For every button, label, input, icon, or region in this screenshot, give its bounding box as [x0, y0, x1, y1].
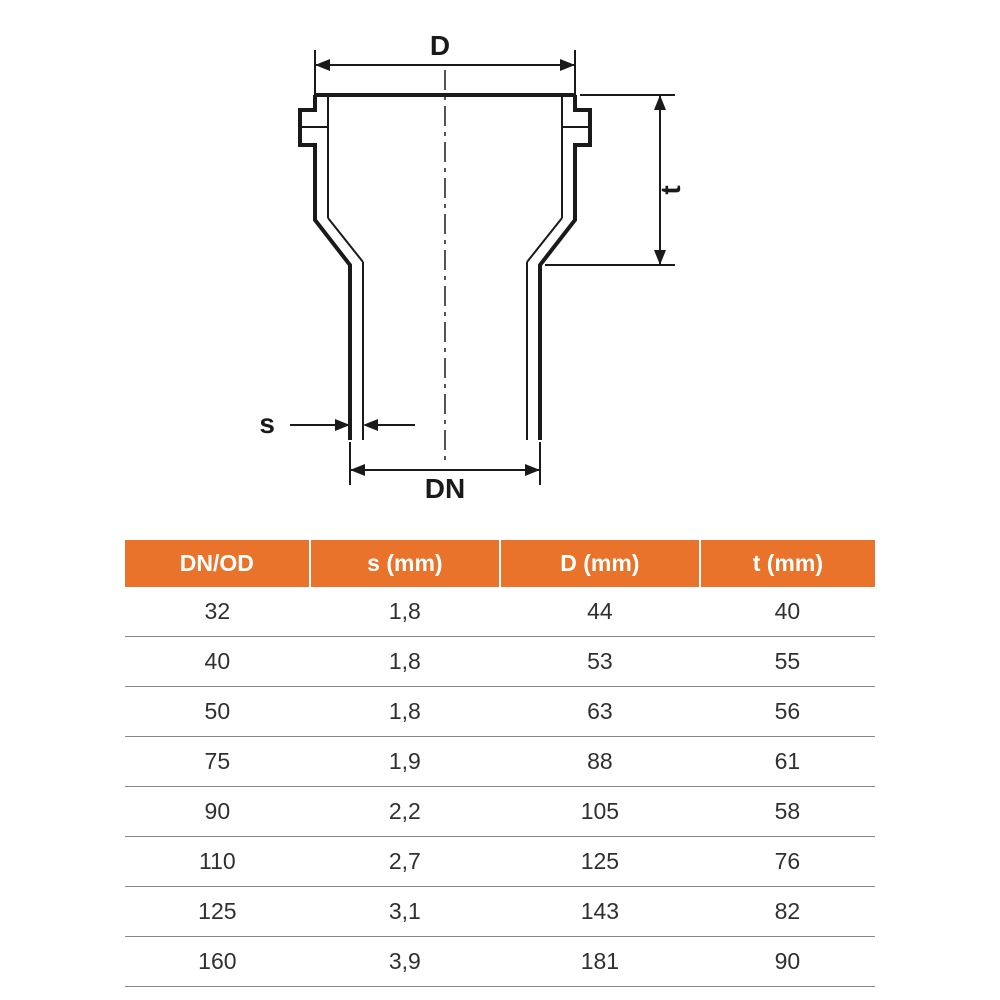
table-body: 321,84440401,85355501,86356751,98861902,…	[125, 587, 875, 987]
label-t: t	[655, 185, 686, 194]
table-cell: 55	[700, 637, 875, 687]
table-cell: 32	[125, 587, 310, 637]
table-cell: 110	[125, 837, 310, 887]
dimensions-table: DN/ODs (mm)D (mm)t (mm) 321,84440401,853…	[125, 540, 875, 987]
table-cell: 90	[700, 937, 875, 987]
table-row: 751,98861	[125, 737, 875, 787]
label-DN: DN	[425, 473, 465, 500]
table-header-cell: t (mm)	[700, 540, 875, 587]
table-cell: 2,7	[310, 837, 500, 887]
table-cell: 90	[125, 787, 310, 837]
table-cell: 76	[700, 837, 875, 887]
table-cell: 160	[125, 937, 310, 987]
table-cell: 3,1	[310, 887, 500, 937]
dimensions-table-container: DN/ODs (mm)D (mm)t (mm) 321,84440401,853…	[125, 540, 875, 987]
table-cell: 82	[700, 887, 875, 937]
table-row: 321,84440	[125, 587, 875, 637]
label-D: D	[430, 30, 450, 61]
table-cell: 56	[700, 687, 875, 737]
table-cell: 1,9	[310, 737, 500, 787]
table-cell: 61	[700, 737, 875, 787]
table-cell: 75	[125, 737, 310, 787]
dimension-t: t	[545, 95, 686, 265]
pipe-diagram-svg: D t s	[180, 30, 820, 500]
table-header-cell: DN/OD	[125, 540, 310, 587]
table-cell: 105	[500, 787, 700, 837]
table-header-row: DN/ODs (mm)D (mm)t (mm)	[125, 540, 875, 587]
table-cell: 2,2	[310, 787, 500, 837]
table-cell: 44	[500, 587, 700, 637]
table-cell: 63	[500, 687, 700, 737]
table-row: 401,85355	[125, 637, 875, 687]
table-row: 1603,918190	[125, 937, 875, 987]
table-cell: 143	[500, 887, 700, 937]
table-cell: 125	[125, 887, 310, 937]
dimension-DN: DN	[350, 442, 540, 500]
table-cell: 58	[700, 787, 875, 837]
table-cell: 3,9	[310, 937, 500, 987]
table-cell: 88	[500, 737, 700, 787]
table-header-cell: D (mm)	[500, 540, 700, 587]
table-row: 501,86356	[125, 687, 875, 737]
table-cell: 40	[700, 587, 875, 637]
table-row: 902,210558	[125, 787, 875, 837]
table-cell: 1,8	[310, 637, 500, 687]
dimension-s: s	[259, 408, 415, 439]
table-header-cell: s (mm)	[310, 540, 500, 587]
table-cell: 40	[125, 637, 310, 687]
table-cell: 1,8	[310, 587, 500, 637]
table-cell: 53	[500, 637, 700, 687]
table-cell: 1,8	[310, 687, 500, 737]
technical-diagram: D t s	[180, 30, 820, 500]
table-cell: 125	[500, 837, 700, 887]
label-s: s	[259, 408, 275, 439]
table-cell: 181	[500, 937, 700, 987]
table-cell: 50	[125, 687, 310, 737]
table-row: 1253,114382	[125, 887, 875, 937]
table-row: 1102,712576	[125, 837, 875, 887]
